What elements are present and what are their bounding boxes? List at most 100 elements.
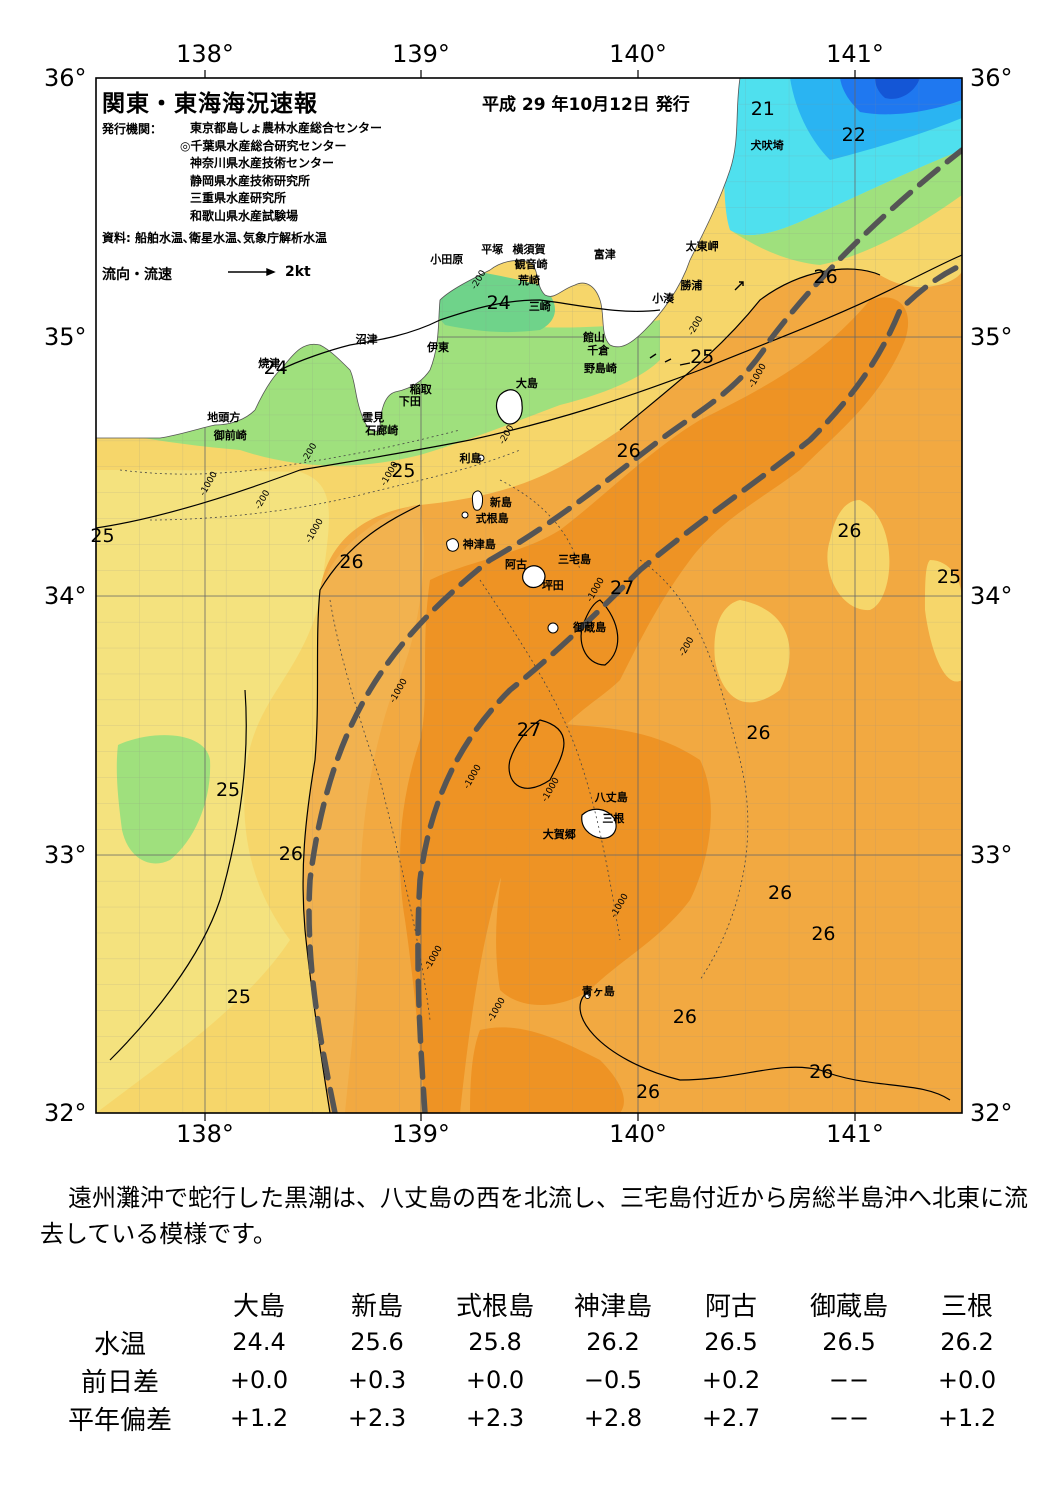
row-label: 前日差	[80, 1367, 159, 1398]
place-label: 三崎	[528, 299, 551, 313]
isotherm-25-west	[109, 689, 247, 1061]
isotherm-label: 27	[610, 576, 635, 599]
lat-label-right: 35°	[970, 323, 1013, 351]
lat-label-left: 36°	[44, 64, 87, 92]
table-cell: +0.2	[701, 1366, 761, 1394]
place-label: 稲取	[409, 382, 432, 396]
place-label: 観音崎	[514, 258, 548, 272]
lon-label-bottom: 138°	[176, 1120, 234, 1148]
table-header-row: 大島 新島 式根島 神津島 阿古 御蔵島 三根	[40, 1285, 1026, 1323]
lat-label-right: 34°	[970, 582, 1013, 610]
place-label: 青ヶ島	[581, 985, 615, 999]
place-label: 御前崎	[213, 429, 247, 443]
table-row: 平年偏差 +1.2 +2.3 +2.3 +2.8 +2.7 −− +1.2	[40, 1399, 1026, 1437]
isotherm-label: 26	[768, 882, 793, 905]
isotherm-26-2	[619, 268, 881, 431]
isotherm-label: 26	[635, 1081, 661, 1104]
place-label: 大賀郷	[542, 827, 576, 841]
isotherm-label: 26	[811, 923, 836, 946]
isotherm-27-2	[580, 599, 619, 666]
place-label: 神津島	[462, 537, 496, 551]
table-cell: +1.2	[937, 1404, 997, 1432]
isotherm-label: 27	[516, 719, 542, 742]
place-label: 犬吠埼	[750, 139, 784, 153]
publish-date: 平成 29 年10月12日 発行	[482, 95, 690, 115]
lon-label-top: 138°	[176, 40, 234, 68]
table-row: 前日差 +0.0 +0.3 +0.0 −0.5 +0.2 −− +0.0	[40, 1361, 1026, 1399]
table-corner	[40, 1285, 200, 1323]
lat-label-left: 32°	[44, 1099, 87, 1127]
place-label: 伊東	[427, 341, 450, 355]
isotherm-25-north	[96, 254, 962, 529]
island-shikinejima	[461, 511, 469, 519]
place-label: 野島崎	[583, 361, 617, 375]
isotherm-label: 24	[486, 292, 511, 315]
table-cell: +0.0	[465, 1366, 525, 1394]
kuroshio-axis-west	[306, 147, 962, 1113]
land-honshu	[96, 78, 741, 439]
map-title: 関東・東海海況速報	[102, 91, 318, 117]
table-cell: +0.0	[937, 1366, 997, 1394]
isotherm-label: 24	[263, 356, 288, 379]
isotherm-label: 26	[616, 439, 641, 462]
isotherm-label: 26	[746, 721, 771, 744]
place-label: 平塚	[481, 242, 504, 256]
lon-label-bottom: 140°	[609, 1120, 667, 1148]
island-mikurajima	[547, 622, 559, 634]
row-label: 平年偏差	[67, 1405, 172, 1436]
isotherm-label: 21	[750, 98, 775, 121]
place-label: 式根島	[475, 511, 509, 525]
station-header: 神津島	[573, 1291, 652, 1322]
flow-legend-arrow	[228, 267, 276, 277]
table-cell: 25.8	[468, 1328, 522, 1356]
table-cell: +2.3	[465, 1404, 525, 1432]
lon-label-bottom: 139°	[392, 1120, 450, 1148]
island-oshima	[495, 389, 523, 425]
lat-label-right: 32°	[970, 1099, 1013, 1127]
agency-item: 神奈川県水産技術センター	[190, 156, 335, 170]
isotherm-label: 25	[215, 778, 241, 801]
table-row: 水温 24.4 25.6 25.8 26.2 26.5 26.5 26.2	[40, 1323, 1026, 1361]
place-label: 八丈島	[594, 791, 628, 805]
place-label: 館山	[582, 330, 605, 344]
station-header: 新島	[350, 1291, 403, 1322]
kuroshio-axis-east	[415, 262, 962, 1113]
isotherm-label: 22	[841, 123, 866, 146]
place-label: 地頭方	[207, 410, 241, 424]
place-label: 三根	[602, 812, 625, 826]
place-label: 横須賀	[512, 242, 546, 256]
isotherm-label: 26	[339, 550, 364, 573]
lat-label-left: 34°	[44, 582, 87, 610]
isotherm-label: 26	[837, 519, 862, 542]
summary-text: 遠州灘沖で蛇行した黒潮は、八丈島の西を北流し、三宅島付近から房総半島沖へ北東に流…	[40, 1180, 1030, 1252]
place-label: 太東岬	[685, 240, 719, 254]
lon-label-top: 139°	[392, 40, 450, 68]
temperature-table: 大島 新島 式根島 神津島 阿古 御蔵島 三根 水温 24.4 25.6 25.…	[40, 1285, 1026, 1437]
isotherm-27-1	[508, 719, 565, 789]
isotherm-label: 25	[90, 524, 115, 547]
data-source: 資料: 船舶水温､衛星水温､気象庁解析水温	[102, 231, 327, 245]
place-label: 焼津	[258, 356, 281, 370]
table-cell: +0.0	[229, 1366, 289, 1394]
station-header: 御蔵島	[809, 1291, 888, 1322]
place-label: 三宅島	[557, 553, 591, 567]
island-kozushima	[446, 538, 459, 552]
place-label: 大島	[515, 377, 538, 391]
lat-label-right: 33°	[970, 841, 1013, 869]
flow-legend-unit: 2kt	[285, 264, 311, 280]
agency-label: 発行機関：	[102, 122, 163, 136]
table-cell: 26.2	[940, 1328, 994, 1356]
place-label: 荒崎	[518, 273, 540, 287]
island-hachijojima	[581, 808, 617, 839]
lat-label-left: 33°	[44, 841, 87, 869]
table-cell: 24.4	[232, 1328, 286, 1356]
agency-item: ◎千葉県水産総合研究センター	[180, 138, 347, 153]
table-cell: +0.3	[347, 1366, 407, 1394]
island-aogashima	[584, 993, 591, 999]
isotherm-label: 25	[226, 985, 251, 1008]
place-label: 小湊	[652, 291, 675, 305]
place-label: 小田原	[430, 253, 464, 267]
map-canvas	[95, 70, 963, 1121]
table-cell: 26.5	[704, 1328, 758, 1356]
lat-label-left: 35°	[44, 323, 87, 351]
